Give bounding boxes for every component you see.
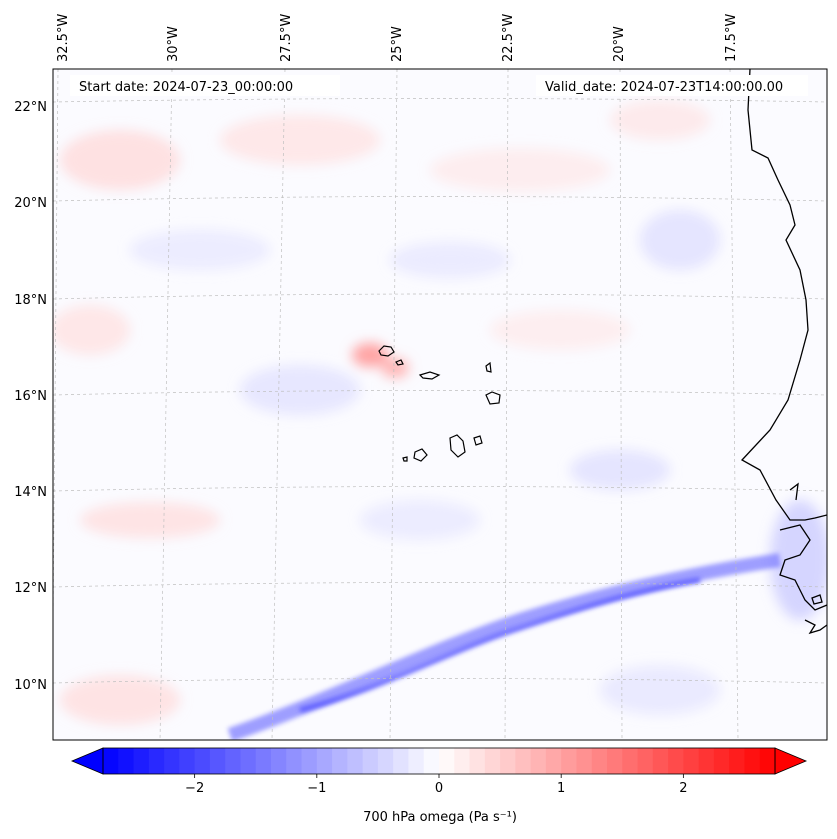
colorbar-segment: [133, 748, 150, 774]
west-africa-coastline: [740, 69, 827, 635]
start-date-box: [70, 75, 340, 96]
colorbar-segment: [668, 748, 684, 774]
island-santiago: [449, 434, 466, 458]
itcz-ascent-core: [299, 577, 701, 713]
colorbar-segment: [530, 748, 547, 774]
colorbar-segment: [515, 748, 532, 774]
lon-label: 32.5°W: [56, 14, 71, 62]
lon-label: 25°W: [390, 26, 405, 62]
colorbar-segment: [286, 748, 303, 774]
itcz-ascent-band: [227, 553, 782, 740]
island-sal: [485, 361, 492, 373]
longitude-labels: 32.5°W 30°W 27.5°W 25°W 22.5°W 20°W 17.5…: [56, 14, 739, 62]
island-brava: [402, 456, 408, 462]
colorbar: −2 −1 0 1 2 700 hPa omega (Pa s⁻¹): [70, 747, 808, 825]
graticule: [53, 69, 827, 740]
colorbar-segment: [637, 748, 654, 774]
colorbar-tick-label: 1: [557, 781, 565, 796]
lon-label: 17.5°W: [724, 14, 739, 62]
colorbar-ticks: −2 −1 0 1 2: [185, 774, 688, 796]
colorbar-segment: [500, 748, 516, 774]
colorbar-segment: [454, 748, 471, 774]
colorbar-label: 700 hPa omega (Pa s⁻¹): [363, 810, 517, 825]
colorbar-segment: [271, 748, 287, 774]
cape-verde-islands: [378, 345, 501, 462]
colorbar-segment: [759, 748, 776, 774]
header-annotations: Start date: 2024-07-23_00:00:00 Valid_da…: [70, 75, 808, 96]
colorbar-segment: [255, 748, 272, 774]
colorbar-segment: [316, 748, 333, 774]
colorbar-segment: [607, 748, 623, 774]
lon-label: 20°W: [612, 26, 627, 62]
colorbar-segment: [423, 748, 440, 774]
lat-label: 12°N: [14, 581, 47, 596]
colorbar-segment: [744, 748, 761, 774]
island-boa-vista: [485, 391, 501, 405]
colorbar-segment: [729, 748, 746, 774]
colorbar-segment: [164, 748, 180, 774]
colorbar-tick-label: 2: [679, 781, 687, 796]
colorbar-segment: [545, 748, 562, 774]
colorbar-segment: [225, 748, 242, 774]
map-background: [53, 69, 827, 740]
colorbar-segment: [194, 748, 211, 774]
colorbar-segment: [332, 748, 348, 774]
lat-label: 14°N: [14, 485, 47, 500]
colorbar-segment: [362, 748, 379, 774]
colorbar-segment: [179, 748, 196, 774]
colorbar-segment: [484, 748, 501, 774]
island-maio: [473, 435, 483, 446]
island-santo-antao: [378, 345, 395, 357]
colorbar-tick-label: −2: [185, 781, 204, 796]
lat-label: 10°N: [14, 678, 47, 693]
valid-date-box: [536, 75, 808, 96]
colorbar-segment: [576, 748, 593, 774]
colorbar-segment: [698, 748, 715, 774]
colorbar-tick-label: 0: [435, 781, 443, 796]
colorbar-segment: [393, 748, 410, 774]
colorbar-max-extend: [774, 747, 808, 775]
lon-label: 22.5°W: [501, 14, 516, 62]
colorbar-segment: [347, 748, 364, 774]
colorbar-segment: [683, 748, 700, 774]
colorbar-segment: [439, 748, 455, 774]
colorbar-segments: [103, 748, 776, 774]
colorbar-segment: [469, 748, 486, 774]
valid-date-label: Valid_date: 2024-07-23T14:00:00.00: [545, 80, 783, 95]
lon-label: 27.5°W: [279, 14, 294, 62]
colorbar-segment: [148, 748, 165, 774]
lat-label: 20°N: [14, 196, 47, 211]
omega-field: [53, 100, 827, 725]
colorbar-segment: [591, 748, 608, 774]
colorbar-segment: [652, 748, 669, 774]
colorbar-segment: [118, 748, 135, 774]
colorbar-segment: [622, 748, 639, 774]
colorbar-segment: [103, 748, 119, 774]
lat-label: 16°N: [14, 389, 47, 404]
map-frame: [52, 68, 828, 741]
colorbar-segment: [301, 748, 318, 774]
colorbar-segment: [377, 748, 394, 774]
lat-label: 18°N: [14, 293, 47, 308]
start-date-label: Start date: 2024-07-23_00:00:00: [79, 80, 293, 95]
colorbar-segment: [713, 748, 730, 774]
colorbar-segment: [408, 748, 425, 774]
lon-label: 30°W: [166, 26, 181, 62]
island-sao-vicente: [395, 359, 404, 366]
colorbar-tick-label: −1: [307, 781, 326, 796]
lat-label: 22°N: [14, 100, 47, 115]
map-panel: [53, 69, 827, 740]
island-fogo: [413, 448, 428, 462]
latitude-labels: 22°N 20°N 18°N 16°N 14°N 12°N 10°N: [14, 100, 47, 693]
colorbar-min-extend: [70, 747, 104, 775]
colorbar-segment: [240, 748, 257, 774]
colorbar-segment: [561, 748, 578, 774]
colorbar-segment: [209, 748, 226, 774]
island-sao-nicolau: [418, 371, 441, 380]
